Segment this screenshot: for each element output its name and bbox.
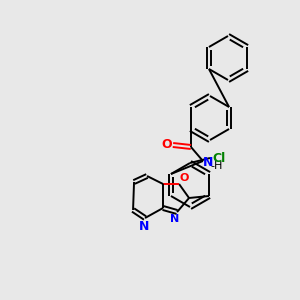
- Text: N: N: [139, 220, 149, 232]
- Text: Cl: Cl: [212, 152, 226, 164]
- Text: O: O: [179, 173, 189, 183]
- Text: N: N: [170, 214, 180, 224]
- Text: N: N: [203, 157, 213, 169]
- Text: O: O: [162, 137, 172, 151]
- Text: -H: -H: [211, 161, 223, 171]
